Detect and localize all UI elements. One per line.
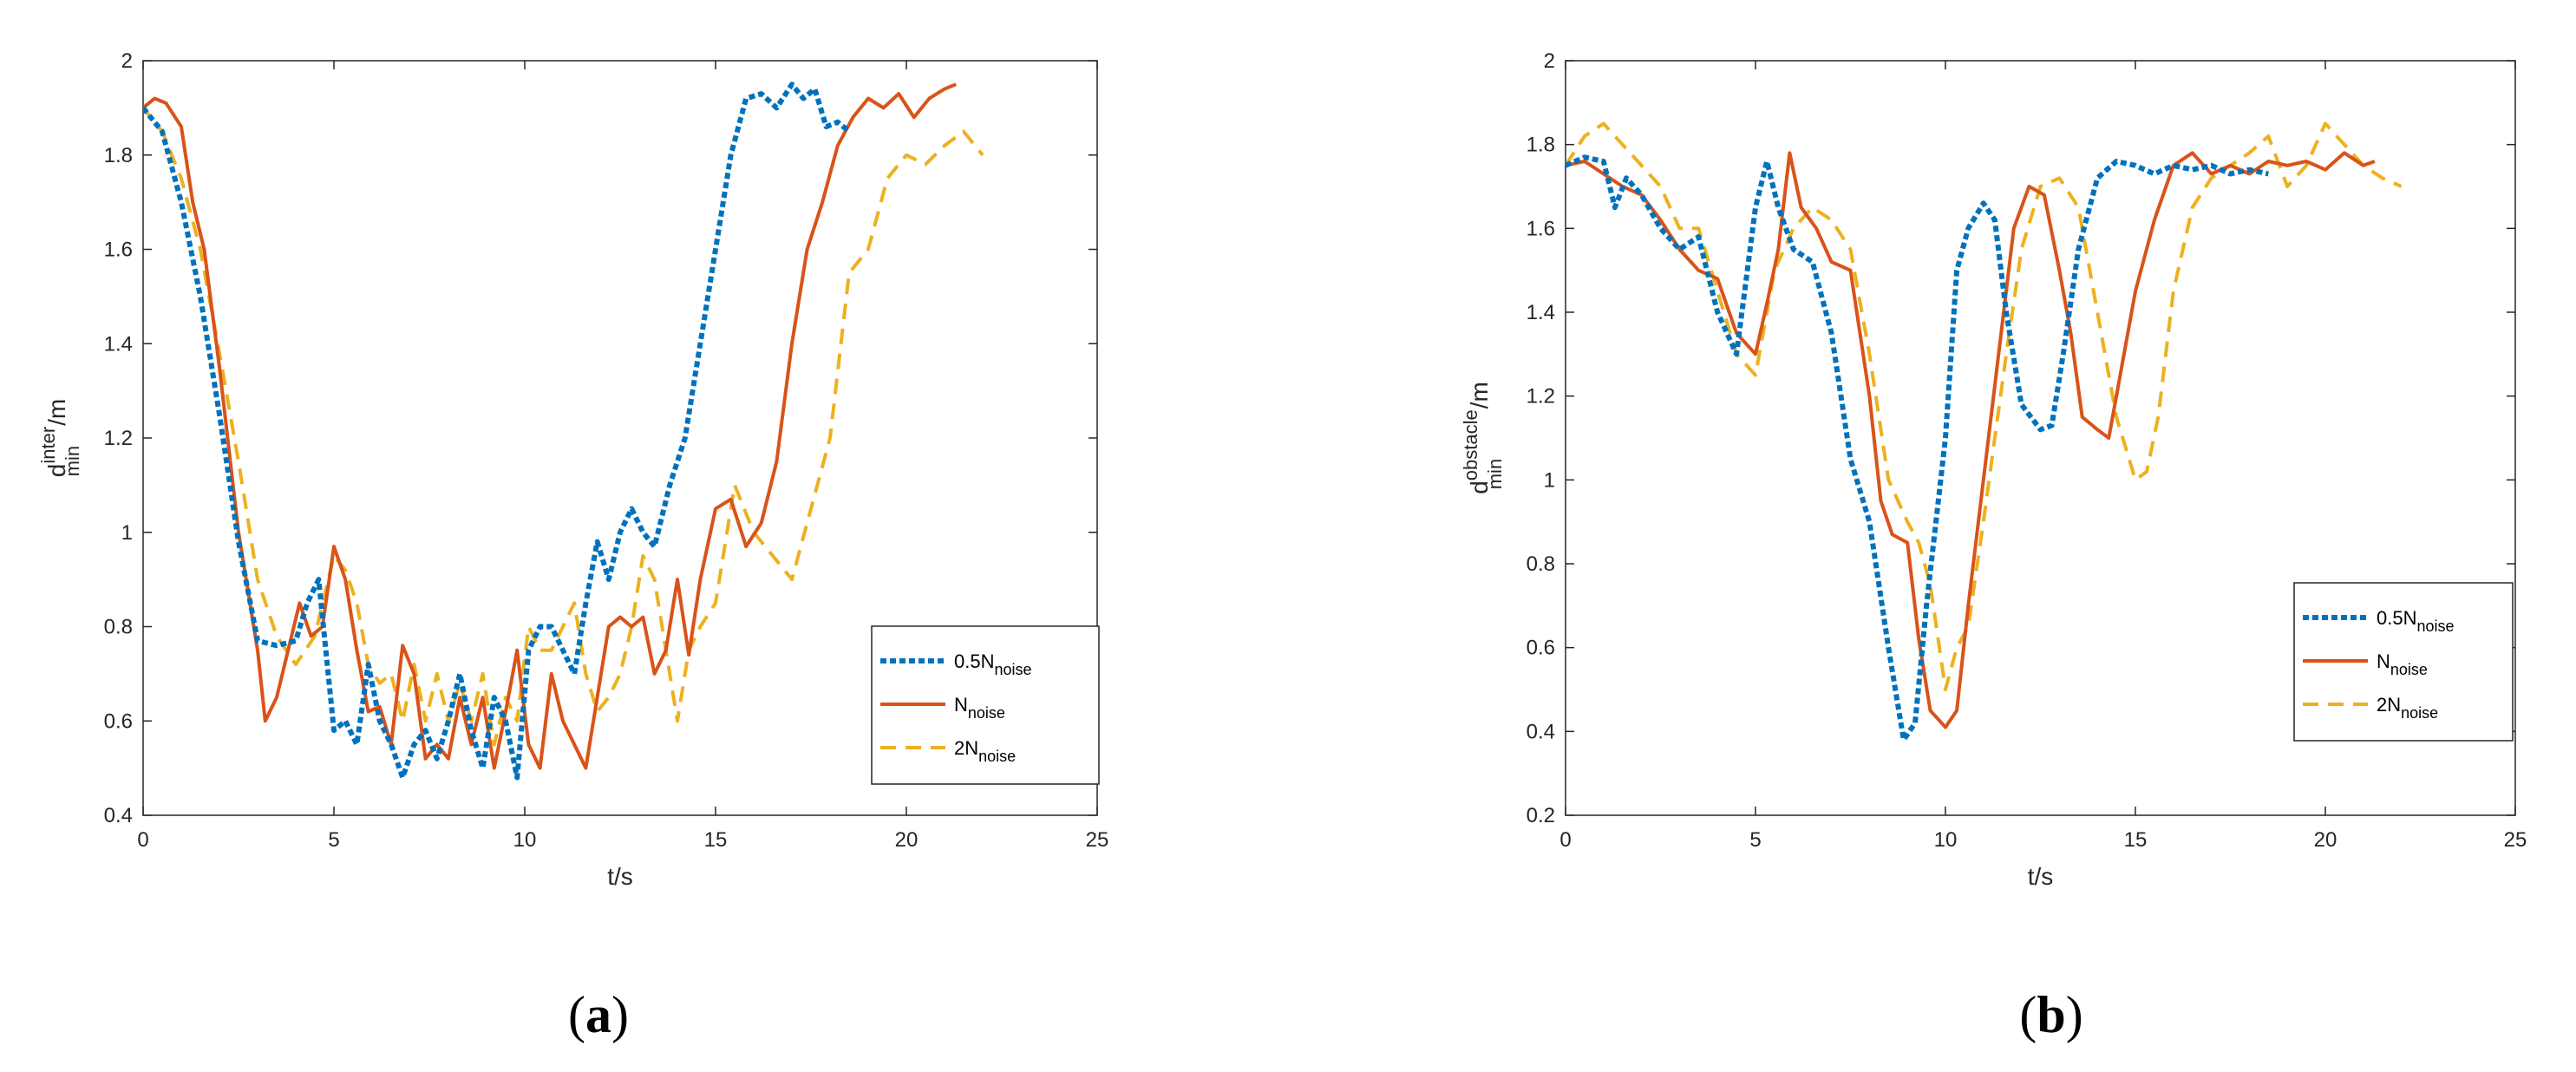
x-tick-label: 15 [704,828,728,852]
legend-label: 2Nnoise [954,737,1016,765]
legend-label: Nnoise [954,694,1005,722]
y-tick-label: 0.4 [104,804,133,827]
y-tick-label: 0.2 [1527,804,1555,827]
y-axis-label: dinter min/m [37,399,83,477]
caption-b: (b) [2019,986,2082,1043]
legend-label-sub: noise [994,661,1031,678]
series-line-1 [143,82,851,781]
chart-b: 0 5 10 15 20 25 0.2 0.4 0.6 0.8 1 1.2 1.4 1.6 1.8 2 t/s d… [1460,49,2527,890]
y-tick-label: 0.6 [1527,637,1555,660]
chart-a: 0 5 10 15 20 25 0.4 0.6 0.8 1 1.2 1.4 1.6 1.8 2 t/s dint… [37,49,1108,890]
y-tick-label: 1.8 [1527,134,1555,157]
y-tick-label: 1.8 [104,144,133,167]
y-label-unit: /m [43,399,70,426]
legend-label-sub: noise [2401,704,2438,722]
y-tick-label: 1.2 [1527,385,1555,409]
y-tick-label: 1.2 [104,427,133,450]
y-tick-label: 1.4 [1527,301,1555,324]
caption-a: (a) [568,986,629,1043]
legend-label-sub: noise [2416,618,2454,635]
y-tick-label: 1.6 [104,239,133,262]
series-line-1 [1566,154,2269,742]
x-tick-label: 10 [513,828,537,852]
plot-area [143,82,984,781]
axes-box [1565,60,2516,816]
y-label-superscript: inter [37,427,59,464]
y-tick-label: 2 [121,49,133,73]
y-tick-label: 0.8 [104,616,133,639]
legend-label-name: 0.5N [954,650,994,672]
x-tick-label: 15 [2124,828,2148,852]
plot-area [1566,121,2403,742]
legend-label-name: 0.5N [2377,607,2416,629]
y-tick-label: 1 [121,521,133,545]
series-line-2 [143,82,957,770]
x-tick-label: 5 [1749,828,1761,852]
x-tick-label: 25 [1086,828,1109,852]
x-tick-label: 20 [895,828,919,852]
y-label-superscript: obstacle [1460,409,1481,480]
y-tick-label: 0.8 [1527,552,1555,576]
legend-label-sub: noise [968,704,1005,722]
legend-label-name: 2N [2377,694,2401,716]
legend-label: Nnoise [2377,650,2428,678]
legend-label: 0.5Nnoise [954,650,1032,678]
legend-label: 2Nnoise [2377,694,2438,722]
y-label-main: d [1466,480,1493,494]
y-tick-label: 1 [1544,468,1555,492]
y-tick-label: 1.4 [104,332,133,356]
y-tick-label: 2 [1544,49,1555,73]
y-tick-label: 1.6 [1527,217,1555,240]
series-line-3 [1566,121,2403,691]
legend-label-sub: noise [978,748,1016,765]
legend-label-name: N [954,694,968,716]
x-tick-label: 25 [2504,828,2527,852]
legend-label-sub: noise [2390,661,2428,678]
x-axis-label: t/s [607,863,633,890]
x-tick-label: 5 [328,828,339,852]
x-tick-label: 0 [137,828,148,852]
y-label-main: d [43,464,70,478]
legend-label-name: 2N [954,737,978,759]
x-tick-label: 20 [2314,828,2337,852]
y-label-unit: /m [1466,382,1493,409]
y-tick-label: 0.6 [104,709,133,733]
legend-label: 0.5Nnoise [2377,607,2455,635]
series-line-3 [143,107,984,747]
y-tick-label: 0.4 [1527,720,1555,743]
y-label-subscript: min [1484,459,1506,489]
legend-label-name: N [2377,650,2390,672]
x-axis-label: t/s [2028,863,2054,890]
x-tick-label: 10 [1934,828,1958,852]
y-axis-label: dobstacle min/m [1460,382,1506,494]
y-label-subscript: min [62,446,83,476]
x-tick-label: 0 [1559,828,1571,852]
